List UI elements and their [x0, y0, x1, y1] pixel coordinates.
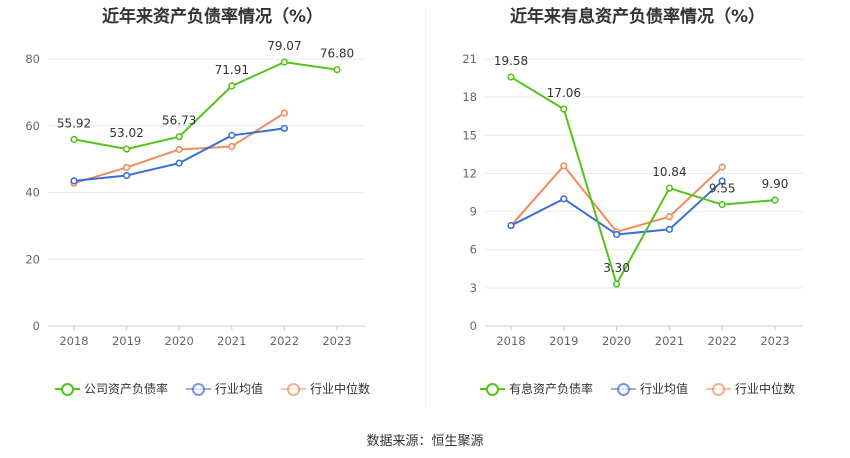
data-point[interactable]	[613, 280, 621, 288]
series-line	[510, 76, 776, 286]
data-point[interactable]	[665, 213, 673, 221]
data-label: 55.92	[57, 116, 91, 130]
data-label: 3.30	[603, 261, 630, 275]
panel-divider	[425, 8, 426, 408]
data-label: 79.07	[267, 39, 301, 53]
y-tick-label: 60	[25, 119, 40, 133]
data-point[interactable]	[280, 109, 289, 117]
data-label: 71.91	[215, 63, 249, 77]
data-point[interactable]	[228, 131, 236, 140]
data-point[interactable]	[70, 177, 78, 185]
y-tick-label: 0	[470, 319, 477, 333]
series-line	[73, 61, 338, 151]
y-tick-label: 12	[462, 166, 477, 180]
data-label: 76.80	[320, 47, 354, 61]
chart-legend: 有息资产负债率 行业均值 行业中位数	[425, 380, 850, 397]
legend-swatch-icon	[479, 382, 505, 396]
data-point[interactable]	[175, 133, 183, 141]
chart-title: 近年来有息资产负债率情况（%）	[509, 7, 766, 27]
legend-swatch-icon	[281, 382, 306, 396]
data-point[interactable]	[771, 196, 779, 204]
legend-swatch-icon	[706, 382, 731, 396]
data-point[interactable]	[718, 163, 726, 171]
y-tick-label: 0	[33, 319, 40, 333]
data-point[interactable]	[122, 163, 131, 172]
data-point[interactable]	[718, 177, 726, 185]
data-point[interactable]	[613, 230, 621, 239]
data-point[interactable]	[333, 66, 341, 74]
data-source-note: 数据来源：恒生聚源	[366, 434, 484, 449]
legend-item[interactable]: 有息资产负债率	[479, 380, 593, 397]
legend-item[interactable]: 行业中位数	[706, 380, 795, 397]
data-point[interactable]	[507, 73, 515, 81]
x-tick-label: 2023	[760, 334, 789, 348]
y-tick-label: 80	[25, 52, 40, 66]
data-label: 19.58	[494, 54, 528, 68]
y-tick-label: 3	[470, 281, 477, 295]
x-tick-label: 2022	[708, 334, 737, 348]
legend-label: 行业均值	[214, 382, 263, 396]
data-point[interactable]	[122, 145, 131, 153]
data-point[interactable]	[228, 82, 236, 90]
x-tick-label: 2023	[322, 334, 351, 348]
data-point[interactable]	[280, 124, 289, 133]
data-label: 53.02	[109, 126, 143, 140]
legend-item[interactable]: 行业均值	[610, 380, 688, 397]
legend-label: 有息资产负债率	[508, 382, 593, 396]
chart-legend: 公司资产负债率 行业均值 行业中位数	[0, 380, 425, 397]
series-line	[510, 164, 723, 233]
data-point[interactable]	[122, 171, 131, 180]
data-point[interactable]	[280, 58, 289, 66]
y-tick-label: 40	[25, 186, 40, 200]
y-tick-label: 15	[462, 128, 477, 142]
x-tick-label: 2020	[602, 334, 631, 348]
data-point[interactable]	[560, 105, 568, 113]
line-chart-interest-debt-ratio: 0 3 6 9 12 15 18 21 2018 2019 2020 2021 2022 2023 19.5…	[462, 52, 803, 348]
legend-item[interactable]: 行业均值	[185, 380, 263, 397]
x-tick-label: 2018	[59, 334, 88, 348]
data-point[interactable]	[175, 159, 183, 167]
legend-item[interactable]: 公司资产负债率	[54, 380, 168, 397]
y-tick-label: 20	[25, 252, 40, 266]
x-tick-label: 2020	[165, 334, 194, 348]
y-tick-label: 6	[470, 243, 477, 257]
x-tick-label: 2019	[549, 334, 578, 348]
data-label: 56.73	[162, 114, 196, 128]
data-point[interactable]	[665, 184, 673, 192]
data-point[interactable]	[175, 145, 183, 154]
legend-swatch-icon	[610, 382, 636, 396]
legend-item[interactable]: 行业中位数	[281, 380, 370, 397]
x-tick-label: 2021	[217, 334, 246, 348]
data-point[interactable]	[228, 142, 236, 151]
chart-panel-debt-ratio: 近年来资产负债率情况（%） 0 20 40 60 80 2018 2019 2020 2021 2…	[0, 0, 425, 420]
x-tick-label: 2021	[655, 334, 684, 348]
data-point[interactable]	[718, 200, 726, 209]
legend-label: 公司资产负债率	[83, 382, 168, 396]
chart-title: 近年来资产负债率情况（%）	[101, 7, 324, 27]
y-tick-label: 9	[470, 205, 477, 219]
data-label: 9.55	[709, 182, 736, 196]
data-label: 9.90	[762, 177, 789, 191]
y-tick-label: 18	[462, 90, 477, 104]
legend-label: 行业中位数	[310, 382, 371, 396]
data-point[interactable]	[560, 195, 568, 203]
x-tick-label: 2022	[270, 334, 299, 348]
line-chart-debt-ratio: 0 20 40 60 80 2018 2019 2020 2021 2022 2023 55.92 53…	[25, 39, 365, 348]
y-tick-label: 21	[462, 52, 477, 66]
chart-panel-interest-debt-ratio: 近年来有息资产负债率情况（%） 0 3 6 9 12 15 18 21 2018 2019 2020…	[425, 0, 850, 420]
data-point[interactable]	[70, 135, 78, 143]
legend-label: 行业均值	[639, 382, 688, 396]
data-label: 10.84	[652, 165, 686, 179]
legend-swatch-icon	[185, 382, 211, 396]
data-point[interactable]	[560, 162, 568, 170]
data-label: 17.06	[547, 86, 581, 100]
x-tick-label: 2019	[112, 334, 141, 348]
x-tick-label: 2018	[496, 334, 525, 348]
data-point[interactable]	[507, 221, 515, 230]
data-point[interactable]	[665, 225, 673, 233]
legend-swatch-icon	[54, 382, 80, 396]
legend-label: 行业中位数	[735, 382, 796, 396]
